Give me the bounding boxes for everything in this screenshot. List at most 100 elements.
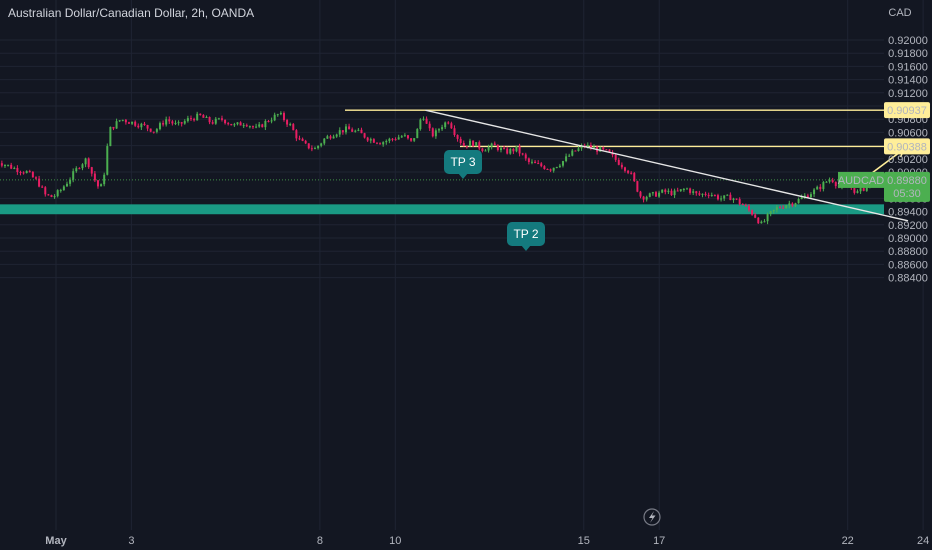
- candle-body: [19, 172, 22, 174]
- candle-body: [586, 145, 589, 147]
- candle-body: [561, 161, 564, 166]
- candle-body: [196, 113, 199, 121]
- candle-body: [859, 188, 862, 192]
- candle-body: [38, 178, 41, 187]
- candle-body: [131, 121, 134, 124]
- candle-body: [298, 138, 301, 140]
- candle-body: [65, 183, 68, 187]
- candle-body: [96, 180, 99, 187]
- candle-body: [617, 159, 620, 165]
- candle-body: [751, 210, 754, 215]
- candle-body: [555, 166, 558, 168]
- candle-body: [279, 113, 282, 115]
- candle-body: [413, 138, 416, 141]
- candle-body: [673, 190, 676, 196]
- candle-body: [351, 129, 354, 132]
- candle-body: [692, 191, 695, 193]
- candle-body: [645, 196, 648, 200]
- candle-body: [369, 139, 372, 141]
- trend-line[interactable]: [425, 109, 909, 222]
- candle-body: [797, 199, 800, 204]
- candle-body: [152, 131, 155, 133]
- candle-body: [366, 137, 369, 141]
- candle-body: [623, 167, 626, 171]
- tp-callout[interactable]: TP 3: [444, 150, 482, 179]
- candle-body: [444, 122, 447, 128]
- tp-callout-label: TP 3: [450, 155, 475, 169]
- symbol-badge: [838, 171, 884, 188]
- y-tick-label: 0.89200: [888, 220, 928, 232]
- candle-body: [10, 164, 13, 169]
- tp-callout-label: TP 2: [513, 227, 538, 241]
- candle-body: [754, 214, 757, 218]
- candle-body: [25, 171, 28, 173]
- candle-body: [261, 124, 264, 128]
- candle-body: [348, 126, 351, 130]
- candle-body: [186, 118, 189, 122]
- candle-body: [400, 136, 403, 138]
- candle-body: [75, 168, 78, 172]
- candle-body: [183, 121, 186, 124]
- candle-body: [602, 147, 605, 150]
- candle-body: [788, 203, 791, 206]
- candle-body: [667, 190, 670, 192]
- tp-callout[interactable]: TP 2: [507, 222, 545, 251]
- candle-body: [654, 192, 657, 197]
- lightning-icon-ring: [643, 508, 661, 526]
- candle-body: [670, 190, 673, 196]
- candle-body: [379, 143, 382, 145]
- candle-body: [450, 123, 453, 129]
- candle-body: [425, 118, 428, 124]
- candle-body: [0, 163, 3, 166]
- candle-body: [720, 198, 723, 200]
- candle-body: [716, 195, 719, 200]
- y-tick-label: 0.92000: [888, 35, 928, 47]
- lightning-icon[interactable]: [643, 508, 661, 526]
- candle-body: [713, 195, 716, 197]
- y-tick-label: 0.91800: [888, 48, 928, 60]
- candle-body: [332, 136, 335, 139]
- candle-body: [419, 119, 422, 130]
- candle-body: [162, 123, 165, 125]
- candle-body: [174, 123, 177, 125]
- candle-body: [391, 138, 394, 140]
- candle-body: [34, 177, 37, 179]
- candle-body: [385, 140, 388, 143]
- candle-body: [69, 179, 72, 184]
- candle-body: [44, 187, 47, 195]
- candle-body: [375, 142, 378, 144]
- candle-body: [307, 143, 310, 149]
- candle-body: [282, 113, 285, 121]
- candle-body: [220, 118, 223, 120]
- support-zone: [0, 204, 884, 215]
- candle-body: [317, 145, 320, 149]
- tp-callout-box: [507, 222, 545, 246]
- candle-body: [493, 143, 496, 146]
- candle-body: [465, 146, 468, 148]
- candle-body: [168, 119, 171, 122]
- candle-body: [642, 196, 645, 200]
- candle-body: [630, 172, 633, 174]
- candle-body: [735, 198, 738, 200]
- candle-body: [441, 127, 444, 130]
- y-tick-label: 0.91400: [888, 75, 928, 87]
- candle-body: [251, 126, 254, 128]
- x-tick-label: May: [45, 535, 67, 547]
- candle-body: [856, 191, 859, 193]
- candle-body: [270, 120, 273, 122]
- candle-body: [760, 221, 763, 224]
- candle-body: [59, 190, 62, 192]
- candle-body: [158, 123, 161, 130]
- candle-layer: [0, 111, 878, 225]
- candle-body: [723, 195, 726, 199]
- candle-body: [741, 204, 744, 206]
- candle-body: [577, 148, 580, 152]
- candle-body: [310, 148, 313, 150]
- candle-body: [636, 181, 639, 192]
- candle-body: [639, 191, 642, 197]
- candle-body: [394, 139, 397, 141]
- candle-body: [620, 164, 623, 168]
- candle-body: [744, 205, 747, 207]
